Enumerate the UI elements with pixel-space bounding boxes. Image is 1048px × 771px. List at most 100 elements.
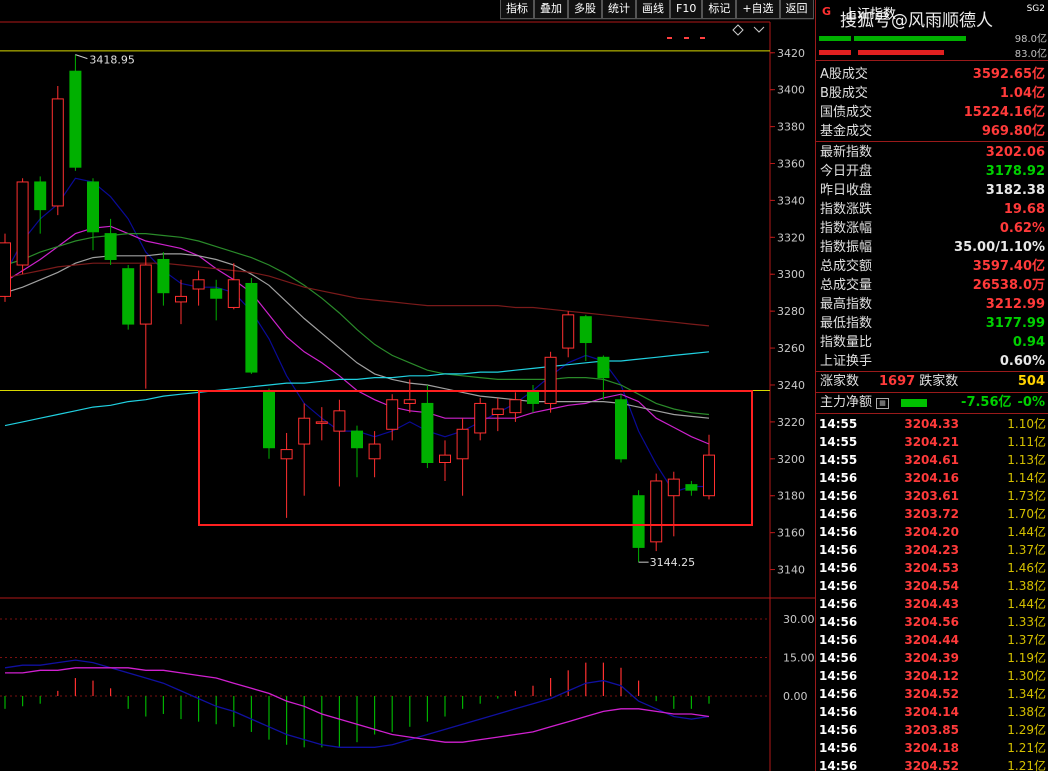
tick-row: 14:56 3203.85 1.29亿 [816,721,1048,739]
toolbar-button-8[interactable]: 返回 [779,0,814,19]
y-tick-label: 3360 [777,158,805,171]
buy-bar-2 [854,36,966,41]
y-tick-label: 3380 [777,121,805,134]
ma-line-ma60 [4,262,710,327]
tick-price: 3204.23 [904,543,959,557]
stat-row: 昨日收盘 3182.38 [816,181,1048,200]
sub-y-label: 15.00 [783,652,815,665]
tick-volume: 1.70亿 [1007,507,1046,521]
tick-time: 14:56 [819,489,858,503]
candle-body-up [544,356,557,404]
stat-label: 昨日收盘 [820,183,873,198]
candle-body-up [315,421,328,424]
candle-body-up [333,410,346,432]
y-tick-label: 3220 [777,416,805,429]
toolbar-button-1[interactable]: 叠加 [534,0,568,19]
stat-value: 3177.99 [985,316,1045,331]
advance-decline: 涨家数 1697 跌家数 504 [816,371,1048,392]
candle-body-down [34,181,47,211]
stat-label: 基金成交 [820,124,873,139]
tick-row: 14:56 3204.12 1.30亿 [816,667,1048,685]
toolbar-button-6[interactable]: 标记 [702,0,737,19]
stat-label: 国债成交 [820,105,873,120]
low-label: 3144.25 [650,556,696,569]
volume-section: A股成交 3592.65亿 B股成交 1.04亿 国债成交 15224.16亿 基金成交 96… [816,61,1048,141]
candlestick-chart[interactable]: 3418.95 3144.25 30.00 15.00 0.00 3140 3160 31… [0,0,815,771]
candle-body-up [175,295,187,303]
candle-body-up [403,399,416,404]
tick-row: 14:55 3204.61 1.13亿 [816,451,1048,469]
stat-value: 3202.06 [985,145,1045,160]
stat-value: 0.94 [1012,335,1045,350]
stat-label: 总成交额 [820,259,873,274]
high-label: 3418.95 [89,54,134,67]
tick-volume: 1.34亿 [1007,687,1046,701]
stats-section: 最新指数 3202.06 今日开盘 3178.92 昨日收盘 3182.38 指数涨跌 19.… [816,142,1048,371]
tick-list[interactable]: 14:55 3204.33 1.10亿 14:55 3204.21 1.11亿 14:55 3… [816,414,1048,771]
tick-volume: 1.19亿 [1007,651,1046,665]
candle-body-up [650,480,663,543]
candle-body-down [615,399,627,460]
candle-body-up [474,402,487,434]
toolbar-button-7[interactable]: +自选 [736,0,780,19]
y-tick-label: 3160 [777,527,805,540]
tick-price: 3204.16 [904,471,959,485]
stat-label: 最低指数 [820,316,873,331]
stat-label: 最新指数 [820,145,873,160]
stat-row: 最新指数 3202.06 [816,143,1048,162]
candle-body-up [0,242,11,297]
tick-row: 14:56 3204.54 1.38亿 [816,577,1048,595]
candle-body-up [491,408,504,416]
toolbar-button-0[interactable]: 指标 [500,0,534,19]
candle-body-up [139,264,152,325]
tick-time: 14:56 [819,597,858,611]
tick-volume: 1.29亿 [1007,723,1046,737]
toolbar-button-4[interactable]: 画线 [636,0,670,19]
stat-label: 上证换手 [820,354,873,369]
tick-price: 3204.52 [904,687,959,701]
sell-bar [819,50,851,55]
stat-row: 指数涨跌 19.68 [816,200,1048,219]
y-tick-label: 3200 [777,453,805,466]
stat-value: 0.62% [999,221,1045,236]
tick-price: 3203.72 [904,507,959,521]
tick-volume: 1.38亿 [1007,579,1046,593]
tick-time: 14:56 [819,615,858,629]
tick-price: 3204.14 [904,705,959,719]
tick-price: 3203.85 [904,723,959,737]
candle-body-up [509,399,522,414]
tick-row: 14:56 3204.14 1.38亿 [816,703,1048,721]
tick-volume: 1.21亿 [1007,741,1046,755]
tick-volume: 1.14亿 [1007,471,1046,485]
tick-time: 14:55 [819,435,858,449]
stat-row: 今日开盘 3178.92 [816,162,1048,181]
sell-bar-2 [858,50,944,55]
tick-price: 3204.56 [904,615,959,629]
stat-label: 指数涨幅 [820,221,873,236]
netflow-value: -7.56亿 [961,395,1012,410]
panel-header: G 上证指数 SG2 搜狐号@风雨顺德人 98.0亿 83.0亿 [816,0,1048,61]
tick-row: 14:56 3204.53 1.46亿 [816,559,1048,577]
tick-time: 14:55 [819,417,858,431]
stat-value: 1.04亿 [999,86,1045,101]
toolbar-button-3[interactable]: 统计 [602,0,636,19]
toolbar: 指标 叠加 多股 统计 画线 F10 标记 +自选 返回 [500,0,814,20]
candle-body-down [632,495,645,548]
tick-volume: 1.44亿 [1007,597,1046,611]
tick-volume: 1.73亿 [1007,489,1046,503]
tick-time: 14:56 [819,651,858,665]
stat-row: 总成交额 3597.40亿 [816,257,1048,276]
down-count: 504 [1017,374,1045,389]
tick-row: 14:56 3203.61 1.73亿 [816,487,1048,505]
tick-row: 14:56 3204.52 1.34亿 [816,685,1048,703]
tick-time: 14:56 [819,471,858,485]
tick-price: 3204.20 [904,525,959,539]
candle-body-down [579,316,592,344]
toolbar-button-2[interactable]: 多股 [568,0,602,19]
table-icon[interactable]: ▦ [876,397,890,409]
tick-time: 14:56 [819,759,858,771]
tick-price: 3204.18 [904,741,959,755]
candle-body-up [667,478,680,497]
toolbar-button-5[interactable]: F10 [670,0,703,19]
tick-row: 14:56 3204.23 1.37亿 [816,541,1048,559]
